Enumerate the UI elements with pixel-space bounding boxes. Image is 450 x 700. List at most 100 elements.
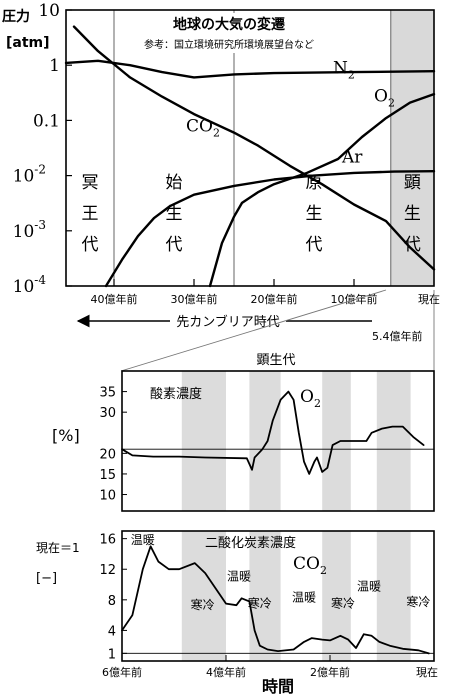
cold-band bbox=[181, 371, 226, 511]
x-tick-label: 30億年前 bbox=[171, 292, 218, 306]
era-char: 生 bbox=[166, 204, 183, 224]
phanerozoic-title: 顕生代 bbox=[256, 353, 295, 368]
o2-y-tick-label: 30 bbox=[99, 406, 116, 421]
series-line-co bbox=[72, 25, 436, 271]
y-tick-label: 10-3 bbox=[13, 218, 46, 242]
climate-label: 寒冷 bbox=[406, 594, 430, 609]
chart-subtitle: 参考：国立環境研究所環境展望台など bbox=[144, 38, 314, 51]
y-tick-label: 0.1 bbox=[33, 111, 60, 131]
co2-x-tick-label: 2億年前 bbox=[310, 665, 350, 679]
cold-band bbox=[249, 531, 281, 661]
era-char: 生 bbox=[404, 204, 421, 224]
era-char: 顕 bbox=[404, 173, 421, 193]
o2-plot-frame bbox=[121, 370, 435, 512]
climate-label: 温暖 bbox=[292, 590, 316, 604]
co2-series-label: 二酸化炭素濃度 bbox=[205, 535, 296, 551]
title-background bbox=[152, 13, 306, 53]
o2-line bbox=[121, 390, 425, 475]
era-char: 代 bbox=[306, 235, 323, 255]
co2-y-axis-label-line1: 現在＝1 bbox=[36, 541, 80, 555]
cold-period-bands bbox=[181, 531, 411, 661]
co2-y-tick-label: 4 bbox=[108, 624, 116, 639]
climate-label: 温暖 bbox=[227, 570, 251, 584]
o2-gas-symbol: O2 bbox=[300, 387, 321, 410]
x-axis-ticks: 40億年前 30億年前 20億年前 10億年前 現在 bbox=[91, 279, 440, 306]
era-char: 生 bbox=[306, 204, 323, 224]
co2-y-tick-label: 1 bbox=[108, 647, 116, 662]
x-tick-label: 40億年前 bbox=[91, 292, 138, 306]
co2-y-axis-ticks: 16 12 8 4 1 bbox=[99, 533, 127, 662]
y-tick-label: 10 bbox=[38, 1, 60, 21]
co2-y-axis-label-line2: [−] bbox=[36, 571, 57, 586]
era-boundary-lines bbox=[113, 10, 392, 286]
o2-y-tick-label: 20 bbox=[99, 447, 116, 462]
climate-label: 寒冷 bbox=[248, 595, 272, 610]
x-tick-label: 10億年前 bbox=[331, 292, 378, 306]
series-labels: N2 CO2 O2 Ar bbox=[186, 59, 395, 168]
era-char: 始 bbox=[166, 173, 183, 193]
co2-line bbox=[121, 545, 430, 655]
co2-y-tick-label: 16 bbox=[99, 533, 116, 548]
climate-label: 寒冷 bbox=[191, 597, 215, 612]
y-tick-label: 1 bbox=[49, 56, 60, 76]
climate-label: 温暖 bbox=[357, 580, 381, 594]
series-line-n bbox=[64, 59, 436, 79]
phanerozoic-shade bbox=[390, 10, 434, 286]
series-line-ar bbox=[104, 170, 436, 288]
x-tick-label: 現在 bbox=[418, 293, 440, 306]
oxygen-concentration-chart: 顕生代 35 30 20 15 10 酸素濃度 O2 [%] bbox=[52, 353, 435, 512]
cold-band bbox=[181, 531, 226, 661]
co2-x-tick-label: 6億年前 bbox=[102, 665, 142, 679]
series-label-o: O2 bbox=[374, 87, 395, 110]
o2-y-axis-ticks: 35 30 20 15 10 bbox=[99, 386, 127, 504]
cold-band bbox=[376, 531, 411, 661]
cold-band bbox=[249, 371, 281, 511]
climate-label: 寒冷 bbox=[331, 595, 355, 610]
era-char: 原 bbox=[306, 173, 323, 193]
o2-y-tick-label: 10 bbox=[99, 489, 116, 504]
precambrian-label-bg bbox=[170, 311, 286, 329]
era-char: 代 bbox=[404, 235, 421, 255]
series-label-co: CO2 bbox=[186, 117, 220, 140]
o2-series-label: 酸素濃度 bbox=[150, 386, 202, 402]
y-tick-label: 10-4 bbox=[13, 273, 47, 297]
co2-plot-frame bbox=[121, 530, 435, 662]
y-tick-label: 10-2 bbox=[13, 163, 46, 187]
chart-title: 地球の大気の変遷 bbox=[173, 16, 285, 33]
co2-x-axis-ticks: 6億年前 4億年前 2億年前 現在 bbox=[102, 655, 438, 679]
era-char: 代 bbox=[82, 235, 99, 255]
climate-label: 温暖 bbox=[131, 533, 155, 547]
co2-x-tick-label: 4億年前 bbox=[206, 665, 246, 679]
era-char: 王 bbox=[82, 204, 99, 224]
atmosphere-history-chart: 10 1 0.1 10-2 10-3 10-4 40億年前 30億年前 20億年前 10億年前 現… bbox=[2, 1, 440, 372]
era-char: 代 bbox=[166, 235, 183, 255]
x-axis-title-time: 時間 bbox=[262, 677, 294, 696]
era-char: 冥 bbox=[82, 173, 99, 193]
co2-gas-symbol: CO2 bbox=[293, 554, 327, 577]
plot-frame bbox=[65, 9, 435, 287]
o2-y-tick-label: 35 bbox=[99, 386, 116, 401]
co2-x-tick-label: 現在 bbox=[416, 666, 438, 679]
y-axis-ticks: 10 1 0.1 10-2 10-3 10-4 bbox=[13, 1, 72, 297]
oxygen-series-line bbox=[121, 390, 425, 475]
cold-period-bands bbox=[181, 371, 411, 511]
x-tick-label: 20億年前 bbox=[251, 292, 298, 306]
boundary-label: 5.4億年前 bbox=[372, 329, 423, 343]
cold-band bbox=[376, 371, 411, 511]
co2-y-tick-label: 12 bbox=[99, 563, 116, 578]
gas-series-lines bbox=[64, 25, 436, 288]
o2-y-tick-label: 15 bbox=[99, 468, 116, 483]
series-label-n: N2 bbox=[333, 59, 355, 82]
series-label-ar: Ar bbox=[341, 148, 363, 168]
y-axis-label-pressure: 圧力 bbox=[2, 8, 30, 25]
zoom-connector-left bbox=[120, 289, 387, 372]
o2-y-axis-label: [%] bbox=[52, 426, 80, 445]
co2-series-line bbox=[121, 545, 430, 655]
y-axis-label-unit: [atm] bbox=[6, 35, 50, 51]
co2-y-tick-label: 8 bbox=[108, 594, 116, 609]
precambrian-label: 先カンブリア時代 bbox=[176, 314, 280, 330]
